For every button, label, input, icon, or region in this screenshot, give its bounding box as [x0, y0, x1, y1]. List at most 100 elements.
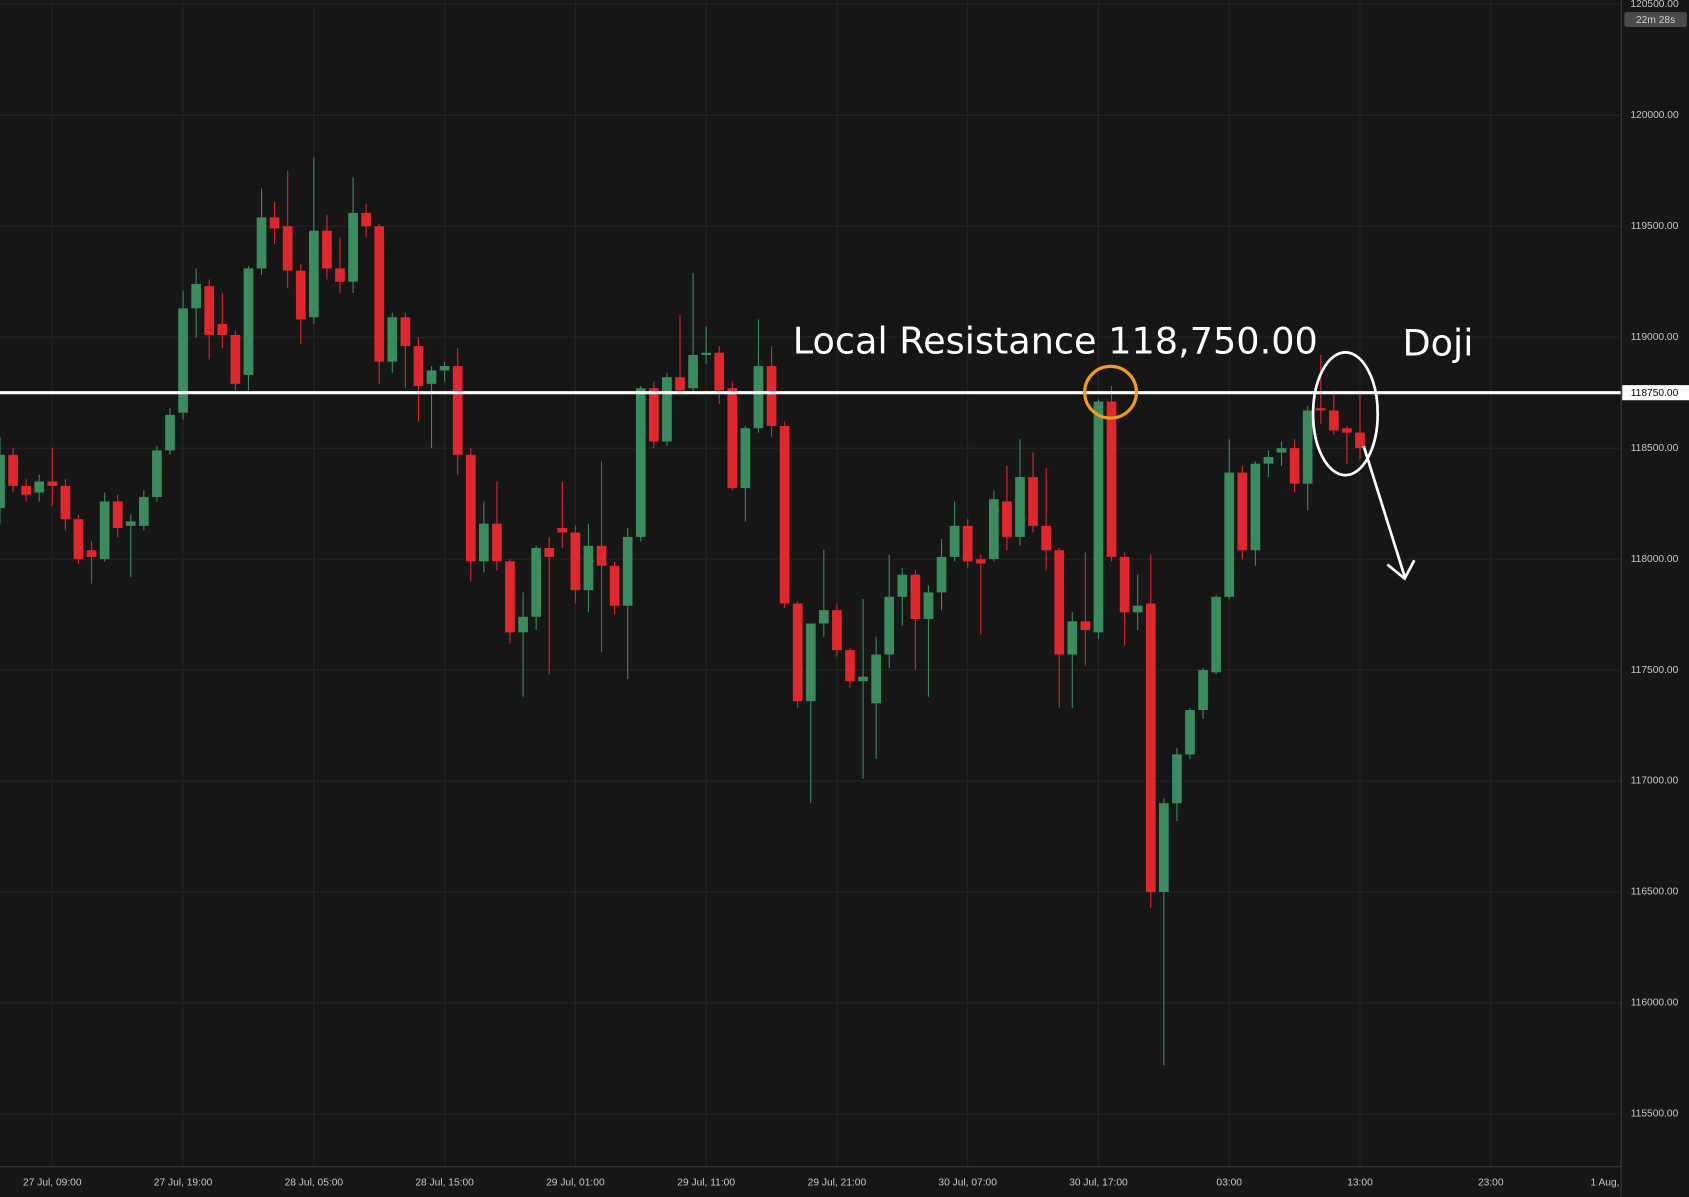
resistance-price-tag [1622, 385, 1689, 401]
candle-body [1328, 410, 1339, 431]
y-tick-label: 120500.00 [1630, 0, 1679, 10]
candle-body [531, 548, 541, 617]
candle-body [818, 610, 829, 624]
candle-body [1355, 432, 1365, 449]
candle-body [335, 268, 345, 282]
candle-body [1041, 525, 1051, 551]
candle-body [400, 317, 411, 347]
candle-body [1028, 477, 1038, 526]
candle-body [1080, 621, 1091, 631]
x-tick-label: 30 Jul, 07:00 [938, 1178, 997, 1189]
candle-body [0, 454, 5, 509]
candle-body [60, 485, 71, 520]
candle-body [1224, 472, 1235, 597]
candle-body [975, 559, 986, 564]
candle-body [165, 414, 175, 451]
candle-body [766, 366, 777, 426]
candle-body [492, 523, 502, 562]
candle-body [73, 519, 84, 560]
candle-body [322, 230, 332, 269]
candle-body [282, 226, 293, 271]
candle-body [1002, 501, 1012, 537]
candle-body [374, 226, 385, 362]
x-tick-label: 1 Aug, [1590, 1178, 1619, 1189]
x-tick-label: 29 Jul, 21:00 [808, 1178, 867, 1189]
candle-body [805, 623, 816, 702]
candle-body [191, 283, 201, 309]
candle-body [204, 286, 215, 335]
candle-body [361, 212, 371, 227]
x-tick-label: 27 Jul, 19:00 [154, 1178, 213, 1189]
candle-body [714, 352, 725, 391]
y-tick-label: 119000.00 [1631, 332, 1679, 343]
x-tick-label: 28 Jul, 05:00 [285, 1178, 344, 1189]
candle-body [1132, 605, 1143, 613]
candle-body [701, 352, 711, 355]
candle-body [832, 610, 842, 651]
y-tick-label: 116500.00 [1631, 887, 1679, 898]
x-tick-label: 30 Jul, 17:00 [1069, 1178, 1128, 1189]
candle-body [478, 523, 489, 562]
candle-body [583, 545, 594, 591]
candle-body [348, 212, 358, 282]
candle-body [923, 592, 934, 620]
y-tick-label: 119500.00 [1631, 221, 1679, 232]
candle-body [413, 346, 424, 387]
candle-body [1119, 556, 1130, 613]
candle-body [988, 499, 999, 560]
candle-body [295, 270, 306, 320]
candle-body [727, 388, 738, 489]
resistance-price-label: 118750.00 [1631, 388, 1679, 399]
candle-body [675, 377, 685, 391]
candle-body [688, 354, 698, 389]
x-tick-label: 28 Jul, 15:00 [415, 1178, 474, 1189]
candle-body [439, 366, 450, 371]
candle-body [86, 550, 97, 557]
candle-body [138, 496, 149, 526]
candle-body [1276, 448, 1287, 453]
candle-body [1158, 803, 1169, 892]
candle-body [387, 317, 398, 362]
grid [0, 0, 1623, 1167]
candle-body [452, 366, 463, 455]
x-tick-label: 29 Jul, 01:00 [546, 1178, 605, 1189]
arrow-head [1386, 559, 1416, 581]
candle-body [609, 565, 620, 606]
candle-body [1211, 596, 1221, 673]
candle-body [1198, 670, 1208, 711]
highlight-circle [1083, 364, 1139, 420]
candle-body [230, 334, 241, 384]
candle-body [1302, 410, 1313, 484]
x-tick-label: 03:00 [1216, 1178, 1242, 1189]
candle-body [1067, 621, 1078, 655]
candle-body [897, 574, 908, 597]
candle-body [1015, 477, 1025, 537]
y-tick-label: 117500.00 [1631, 665, 1679, 676]
x-tick-label: 27 Jul, 09:00 [23, 1178, 82, 1189]
candle-body [662, 377, 672, 442]
candle-body [1315, 408, 1326, 411]
candle-body [47, 481, 58, 486]
x-tick-label: 13:00 [1347, 1178, 1373, 1189]
countdown-tag [1624, 11, 1687, 28]
candle-body [779, 425, 790, 604]
candle-body [308, 230, 319, 318]
annotations: Local Resistance 118,750.00 Doji [793, 319, 1473, 581]
candle-body [256, 217, 267, 269]
y-tick-label: 118000.00 [1631, 554, 1679, 565]
y-tick-label: 118500.00 [1631, 443, 1679, 454]
x-tick-label: 29 Jul, 11:00 [677, 1178, 735, 1189]
candle-body [518, 616, 528, 633]
candle-body [936, 556, 947, 593]
candle-body [1172, 754, 1182, 804]
candle-body [1342, 428, 1352, 433]
candle-body [269, 217, 280, 229]
candle-body [1263, 457, 1274, 464]
x-tick-label: 23:00 [1478, 1178, 1504, 1189]
candle-body [648, 388, 659, 442]
candle-body [910, 574, 921, 620]
candle-body [465, 454, 476, 562]
candle-body [871, 654, 881, 704]
candle-body [1054, 550, 1065, 655]
